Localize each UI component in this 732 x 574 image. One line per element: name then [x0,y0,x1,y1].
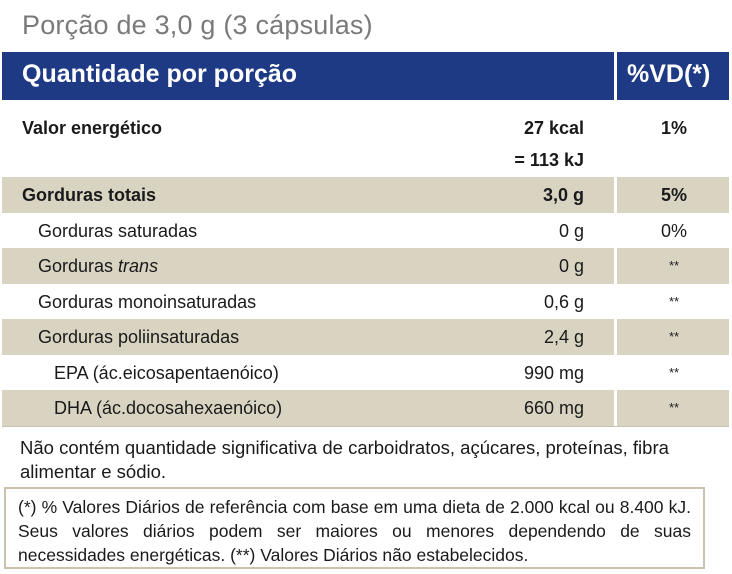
nutrient-name-prefix: Gorduras [38,256,119,276]
nutrient-vd: ** [668,365,680,380]
nutrient-vd: ** [668,329,680,344]
nutrient-amount: 0 g [558,221,584,241]
table-row: Valor energético 27 kcal = 113 kJ 1% [2,104,729,176]
nutrient-amount: 2,4 g [543,327,584,347]
nutrient-name: Gorduras totais [22,185,157,205]
table-row: Gorduras trans 0 g ** [2,248,729,284]
nutrient-name: Valor energético [22,118,163,138]
nutrient-name-italic: trans [118,256,159,276]
nutrient-vd: ** [668,400,680,415]
table-row: DHA (ác.docosahexaenóico) 660 mg ** [2,390,729,426]
nutrient-name: DHA (ác.docosahexaenóico) [54,398,283,418]
nutrient-amount: 27 kcal [523,118,584,138]
table-bottom-rule [2,426,729,427]
nutrition-note: Não contém quantidade significativa de c… [20,437,669,482]
table-row: EPA (ác.eicosapentaenóico) 990 mg ** [2,355,729,390]
nutrient-amount: 3,0 g [542,185,584,205]
column-divider [614,390,617,426]
nutrient-vd: 0% [660,221,687,241]
nutrient-amount: 660 mg [523,398,584,418]
nutrient-name: Gorduras trans [38,256,158,277]
nutrient-name: Gorduras saturadas [38,221,198,241]
nutrient-amount: 990 mg [523,363,584,383]
footnote-box: (*) % Valores Diários de referência com … [4,487,705,569]
column-divider [614,248,617,284]
nutrient-name: Gorduras monoinsaturadas [38,292,257,312]
table-row: Gorduras monoinsaturadas 0,6 g ** [2,284,729,319]
nutrient-name: Gorduras poliinsaturadas [38,327,240,347]
nutrient-amount-kj: = 113 kJ [514,150,584,170]
header-divider [614,52,617,100]
nutrient-name: EPA (ác.eicosapentaenóico) [54,363,279,383]
header-quantity-label: Quantidade por porção [22,60,298,88]
table-row: Gorduras totais 3,0 g 5% [2,177,729,213]
table-row: Gorduras saturadas 0 g 0% [2,213,729,248]
nutrient-amount: 0,6 g [543,292,584,312]
column-divider [614,177,617,213]
nutrient-amount: 0 g [558,256,584,276]
nutrient-vd: ** [668,258,680,273]
header-vd-label: %VD(*) [627,60,711,88]
nutrient-vd: ** [668,294,680,309]
column-divider [614,319,617,355]
nutrient-vd: 5% [660,185,687,205]
table-row: Gorduras poliinsaturadas 2,4 g ** [2,319,729,355]
table-header: Quantidade por porção %VD(*) [2,52,729,100]
serving-size: Porção de 3,0 g (3 cápsulas) [22,10,373,40]
nutrient-vd: 1% [660,118,687,138]
